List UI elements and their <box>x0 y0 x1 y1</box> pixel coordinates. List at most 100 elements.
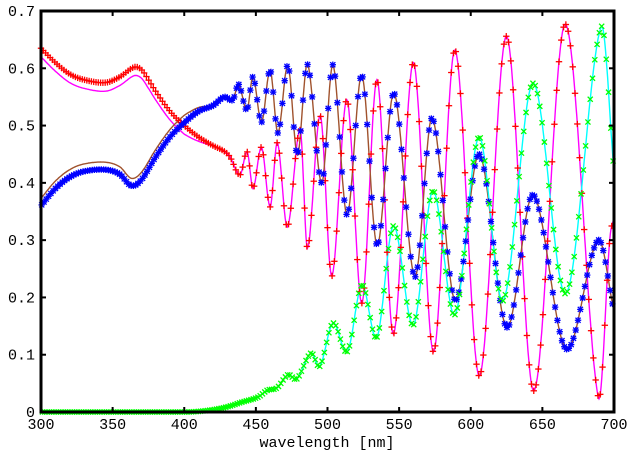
series-3-marker <box>383 265 390 272</box>
series-3-marker <box>458 272 465 279</box>
series-3-marker <box>559 286 566 293</box>
series-3-marker <box>319 358 326 365</box>
x-tick-label: 400 <box>171 417 198 434</box>
series-2-marker <box>286 67 293 75</box>
x-tick-label: 700 <box>600 417 627 434</box>
series-1-marker <box>532 381 540 389</box>
series-3-marker <box>445 286 452 293</box>
series-1-marker <box>317 113 324 120</box>
series-2-marker <box>597 239 605 246</box>
series-3-marker <box>284 371 291 378</box>
series-1-marker <box>539 311 547 318</box>
series-1-marker <box>145 76 152 84</box>
series-2-marker <box>432 129 440 137</box>
series-2-marker <box>478 155 485 163</box>
series-2-marker <box>391 90 398 98</box>
series-1-marker <box>445 102 453 109</box>
series-1-marker <box>406 79 414 86</box>
series-1-marker <box>571 90 579 97</box>
series-1-marker <box>386 294 393 301</box>
series-2-marker <box>380 196 387 203</box>
series-3-marker <box>472 144 479 151</box>
series-2-marker <box>368 194 375 201</box>
series-1-marker <box>516 209 524 216</box>
series-2-marker <box>260 107 268 115</box>
series-2-marker <box>512 286 520 294</box>
series-3-marker <box>435 211 442 218</box>
series-3-marker <box>387 230 394 237</box>
series-1-marker <box>498 60 505 68</box>
series-1-marker <box>413 83 421 90</box>
series-1-marker <box>509 86 517 93</box>
series-1-marker <box>493 125 501 133</box>
series-1-marker <box>503 33 510 40</box>
x-tick-label: 500 <box>314 417 341 434</box>
series-3-marker <box>605 89 612 96</box>
series-3-marker <box>394 234 401 241</box>
series-2-marker <box>331 72 339 80</box>
series-1-marker <box>429 348 437 355</box>
series-3-marker <box>479 142 486 149</box>
series-2-marker <box>341 196 348 204</box>
series-2-marker <box>574 317 582 324</box>
series-1-marker <box>140 69 148 77</box>
series-1-marker <box>505 38 512 46</box>
series-1-marker <box>363 248 370 256</box>
y-tick-label: 0 <box>26 405 35 422</box>
series-3-marker <box>413 313 420 320</box>
series-1-marker <box>156 94 164 102</box>
series-3-marker <box>417 278 424 285</box>
series-2-marker <box>556 328 563 335</box>
series-2-marker <box>453 296 460 303</box>
series-2-marker <box>231 93 238 101</box>
series-3-marker <box>587 96 594 103</box>
series-2-marker <box>547 274 554 281</box>
series-1-marker <box>232 166 240 174</box>
series-2-marker <box>354 93 362 100</box>
series-2-marker <box>308 93 316 101</box>
series-3-marker <box>557 277 564 284</box>
series-2-marker <box>490 239 497 246</box>
series-2-marker <box>590 244 598 252</box>
series-2-marker <box>542 243 550 251</box>
series-1-marker <box>523 332 531 339</box>
series-1-marker <box>441 192 448 199</box>
series-2-marker <box>281 77 288 84</box>
series-3-marker <box>291 376 298 383</box>
series-2-marker <box>467 196 474 203</box>
series-2-marker <box>382 165 389 172</box>
series-1-marker <box>225 152 233 159</box>
series-2-marker <box>386 108 394 115</box>
series-3-marker <box>431 189 438 196</box>
series-3-marker <box>589 75 596 82</box>
series-2-marker <box>295 148 302 156</box>
series-2-marker <box>318 179 325 186</box>
series-1-marker <box>436 284 444 291</box>
series-3-marker <box>454 304 461 311</box>
series-3-marker <box>364 301 371 308</box>
series-1-marker <box>461 169 469 176</box>
x-tick-label: 450 <box>242 417 269 434</box>
series-2-marker <box>370 224 378 231</box>
series-lines <box>40 23 615 413</box>
series-2-marker <box>267 68 275 76</box>
series-1-marker <box>491 166 499 173</box>
series-2-marker <box>398 146 405 153</box>
series-2-marker <box>524 205 531 212</box>
series-2-marker <box>462 238 469 245</box>
series-3-marker <box>438 228 445 235</box>
series-2-marker <box>384 134 392 141</box>
series-2-marker <box>572 326 579 334</box>
series-3-marker <box>573 234 580 241</box>
series-1-marker <box>349 166 356 173</box>
series-1-marker <box>569 63 576 71</box>
series-2-marker <box>435 148 442 155</box>
series-1-marker <box>597 391 604 398</box>
series-2-marker <box>517 251 524 259</box>
series-3-marker <box>277 380 284 387</box>
series-3-marker <box>332 322 339 329</box>
series-2-marker <box>430 118 437 125</box>
series-3-marker <box>424 213 431 220</box>
series-2-marker <box>584 271 591 279</box>
series-2-marker <box>533 197 540 205</box>
